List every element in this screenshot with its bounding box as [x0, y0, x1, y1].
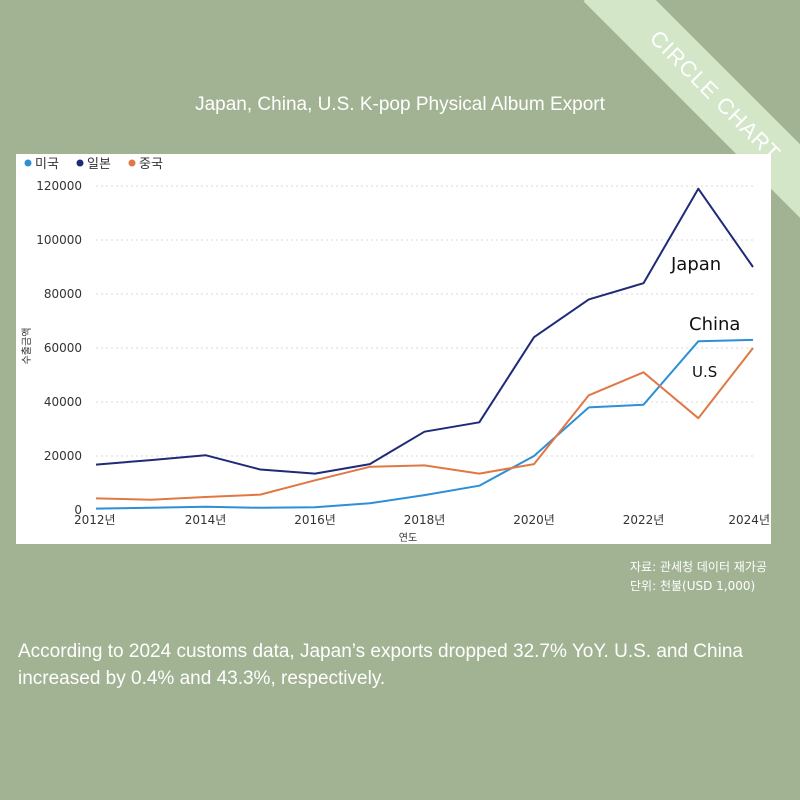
- legend-marker-japan: [76, 159, 84, 167]
- legend-marker-us: [24, 159, 32, 167]
- y-axis-label: 수출금액: [21, 328, 33, 365]
- legend-marker-china: [128, 159, 136, 167]
- x-tick-label: 2024년: [728, 513, 770, 527]
- y-tick-label: 60000: [44, 341, 82, 355]
- chart-panel: 미국 일본 중국 0 20000 40000 60000 80000 100000 120000…: [16, 154, 771, 544]
- annotation-japan: Japan: [670, 254, 721, 275]
- series-lines: [95, 187, 754, 510]
- caption-text: According to 2024 customs data, Japan’s …: [18, 641, 743, 689]
- series-line-china: [95, 347, 754, 501]
- annotation-us: U.S: [692, 363, 717, 381]
- x-tick-label: 2018년: [404, 513, 446, 527]
- gridlines: [96, 185, 753, 457]
- x-tick-label: 2012년: [74, 513, 116, 527]
- y-tick-label: 80000: [44, 287, 82, 301]
- legend: 미국 일본 중국: [24, 157, 163, 172]
- annotation-china: China: [689, 314, 740, 335]
- x-tick-label: 2022년: [623, 513, 665, 527]
- x-axis-label: 연도: [399, 532, 417, 544]
- series-line-japan: [95, 187, 754, 475]
- legend-label-us: 미국: [35, 157, 59, 172]
- x-tick-label: 2014년: [185, 513, 227, 527]
- y-tick-label: 20000: [44, 449, 82, 463]
- x-tick-label: 2020년: [513, 513, 555, 527]
- x-axis-ticks: 2012년 2014년 2016년 2018년 2020년 2022년 2024년: [74, 513, 770, 527]
- y-axis-ticks: 0 20000 40000 60000 80000 100000 120000: [36, 179, 82, 517]
- y-tick-label: 40000: [44, 395, 82, 409]
- legend-label-china: 중국: [139, 157, 163, 172]
- y-tick-label: 0: [74, 503, 82, 517]
- series-annotations: U.S Japan China: [670, 254, 740, 381]
- source-line: 자료: 관세청 데이터 재가공: [630, 560, 767, 574]
- y-tick-label: 120000: [36, 179, 82, 193]
- series-line-us: [95, 338, 754, 510]
- unit-line: 단위: 천불(USD 1,000): [630, 579, 756, 593]
- x-tick-label: 2016년: [294, 513, 336, 527]
- y-tick-label: 100000: [36, 233, 82, 247]
- legend-label-japan: 일본: [87, 157, 111, 172]
- chart-title: Japan, China, U.S. K-pop Physical Album …: [195, 94, 605, 115]
- line-chart: 미국 일본 중국 0 20000 40000 60000 80000 100000 120000…: [21, 157, 770, 544]
- source-note: 자료: 관세청 데이터 재가공 단위: 천불(USD 1,000): [630, 558, 767, 596]
